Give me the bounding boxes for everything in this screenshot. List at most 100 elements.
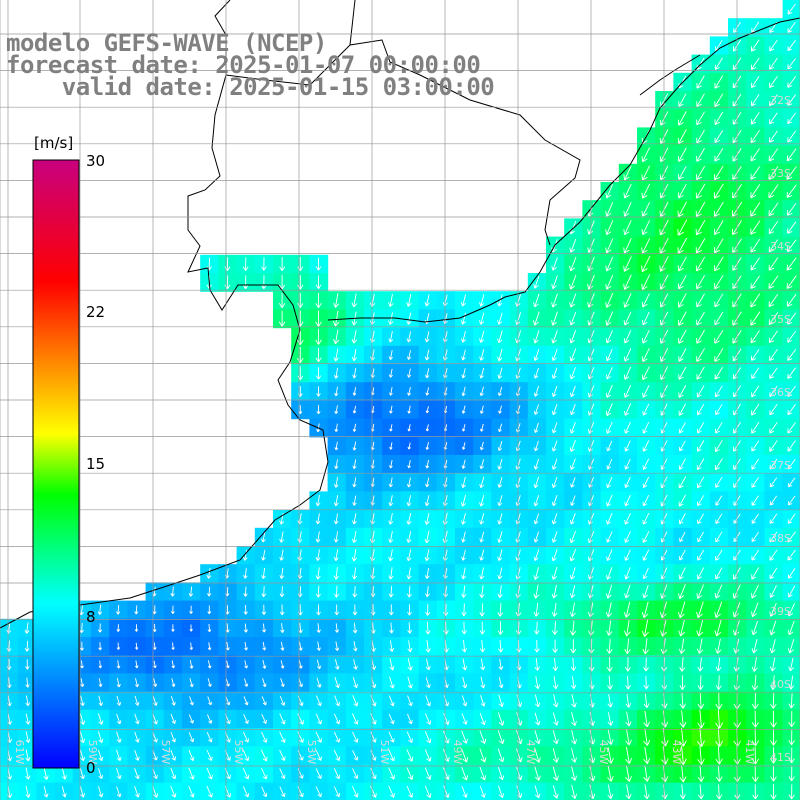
wind-arrow [479,459,485,470]
wind-arrow [315,367,322,380]
wind-arrow [751,421,760,434]
wind-arrow [497,476,503,488]
wind-arrow [351,330,358,344]
wind-arrow [534,621,540,635]
wind-arrow [425,405,430,414]
wind-arrow [298,678,303,688]
wind-arrow [207,660,212,669]
wind-arrow [769,585,777,598]
wind-arrow [116,660,121,669]
wind-arrow [641,601,649,619]
wind-arrow [532,311,540,326]
wind-arrow [606,549,613,561]
wind-arrow [333,749,341,761]
wind-arrow [406,749,414,762]
wind-arrow [25,785,31,798]
wind-arrow [769,531,778,543]
wind-arrow [333,367,339,379]
wind-arrow [406,312,412,325]
wind-arrow [569,330,577,344]
wind-arrow [570,639,577,654]
wind-arrow [497,785,505,799]
wind-arrow [769,112,778,125]
wind-arrow [696,293,705,308]
wind-arrow [787,585,796,598]
wind-arrow [751,367,760,379]
wind-arrow [352,441,357,451]
wind-arrow [333,495,339,507]
wind-arrow [787,221,797,234]
wind-arrow [333,531,339,543]
wind-arrow [606,421,613,434]
wind-arrow [751,440,760,452]
wind-arrow [206,714,213,724]
wind-arrow [768,312,779,326]
wind-arrow [714,111,724,126]
wind-arrow [424,331,430,343]
wind-arrow [606,638,613,654]
wind-arrow [316,677,322,688]
wind-arrow [678,458,686,470]
wind-arrow [696,93,705,108]
wind-arrow [643,657,649,672]
wind-arrow [715,422,723,434]
wind-arrow [207,642,212,651]
lon-tick-label: 55W [232,740,245,765]
wind-arrow [425,586,430,598]
wind-arrow [351,293,358,308]
wind-arrow [207,678,212,687]
wind-arrow [388,513,394,525]
wind-arrow [677,601,686,619]
wind-arrow [262,641,267,651]
wind-arrow [424,349,430,361]
wind-arrow [406,731,413,743]
wind-arrow [551,440,558,452]
wind-arrow [624,584,631,599]
wind-arrow [97,713,104,725]
wind-arrow [461,730,468,744]
wind-arrow [333,477,339,488]
wind-arrow [679,784,686,800]
wind-arrow [425,387,430,396]
wind-arrow [750,148,760,162]
wind-arrow [242,786,250,798]
wind-arrow [315,292,322,308]
wind-arrow [679,657,686,672]
wind-arrow [352,459,357,470]
wind-arrow [461,748,469,763]
wind-arrow [261,786,268,798]
wind-arrow [678,619,686,637]
wind-arrow [769,367,778,379]
wind-arrow [678,638,686,654]
wind-arrow [280,678,285,688]
wind-arrow [407,695,413,707]
wind-arrow [551,495,558,507]
wind-arrow [406,785,414,798]
wind-arrow [352,768,359,779]
wind-arrow [370,713,377,725]
wind-arrow [480,423,484,432]
wind-arrow [261,604,267,615]
wind-arrow [786,257,797,271]
wind-arrow [678,348,687,362]
wind-arrow [696,129,705,144]
wind-arrow [714,293,724,308]
wind-arrow [714,329,724,344]
wind-arrow [786,275,797,289]
wind-arrow [787,76,797,88]
wind-arrow [407,622,413,634]
wind-arrow [641,183,651,199]
border-line-3 [639,54,701,96]
wind-arrow [479,785,486,798]
wind-arrow [334,641,340,652]
wind-arrow [388,368,393,378]
wind-arrow [279,586,285,598]
colorbar-tick-30: 30 [86,152,105,170]
wind-arrow [460,312,467,325]
wind-arrow [43,786,49,798]
wind-arrow [768,166,779,180]
wind-arrow [280,623,285,633]
wind-arrow [769,513,778,524]
wind-arrow [315,531,321,543]
wind-arrow [461,405,466,414]
